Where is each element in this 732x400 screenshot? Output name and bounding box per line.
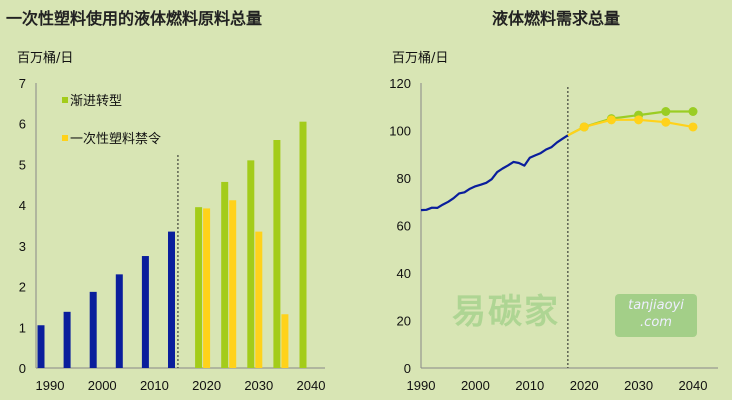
marker-gradual-transition-2035 [661,107,671,116]
marker-plastic-ban-2025 [606,115,616,125]
left-y-tick-label: 1 [19,320,26,335]
right-y-tick-label: 20 [397,314,411,329]
right-y-unit: 百万桶/日 [392,51,449,66]
right-y-tick-label: 80 [397,171,411,186]
left-y-tick-label: 7 [19,76,26,91]
left-y-tick-label: 3 [19,239,26,254]
watermark-site: tanjiaoyi .com [615,294,697,337]
legend-label-plastic-ban: 一次性塑料禁令 [70,131,161,146]
right-x-tick-label: 2000 [461,378,490,393]
bar-history-1995 [63,311,71,368]
bar-history-2010 [141,256,149,368]
marker-plastic-ban-2040 [688,122,698,132]
bar-plastic-ban-2030 [255,231,263,368]
left-x-tick-label: 2040 [297,378,326,393]
left-y-tick-label: 6 [19,117,26,132]
watermark-site-name: tanjiaoyi [628,298,684,313]
watermark-logo: 易碳家 [452,292,560,332]
right-y-tick-label: 100 [389,124,411,139]
right-x-tick-label: 2020 [570,378,599,393]
left-x-tick-label: 2020 [192,378,221,393]
right-y-tick-label: 60 [397,219,411,234]
left-y-tick-label: 0 [19,361,26,376]
left-y-tick-label: 5 [19,157,26,172]
left-x-tick-label: 1990 [36,378,65,393]
legend-swatch-gradual-transition [62,97,68,103]
right-y-tick-label: 40 [397,266,411,281]
right-x-tick-label: 2040 [679,378,708,393]
line-history [420,134,569,212]
watermark-site-domain: .com [640,315,672,330]
left-x-tick-label: 2010 [140,378,169,393]
bar-history-1990 [37,325,45,368]
left-x-tick-label: 2000 [88,378,117,393]
bar-history-2005 [115,274,123,368]
marker-plastic-ban-2035 [661,117,671,127]
bar-gradual-transition-2040 [299,121,307,368]
right-y-tick-label: 120 [389,76,411,91]
bar-gradual-transition-2025 [221,181,229,368]
legend-label-gradual-transition: 渐进转型 [70,93,122,108]
marker-gradual-transition-2040 [688,107,698,116]
marker-plastic-ban-2030 [634,115,644,125]
right-x-tick-label: 2010 [515,378,544,393]
bar-history-2000 [89,291,97,368]
right-x-tick-label: 1990 [407,378,436,393]
bar-gradual-transition-2035 [273,140,281,368]
right-x-tick-label: 2030 [624,378,653,393]
bar-plastic-ban-2035 [281,314,289,368]
bar-gradual-transition-2030 [247,160,255,368]
bar-history-2015 [168,231,175,368]
bar-plastic-ban-2020 [203,208,211,368]
marker-plastic-ban-2020 [579,122,589,132]
legend-swatch-plastic-ban [62,135,68,141]
left-y-tick-label: 2 [19,280,26,295]
left-y-unit: 百万桶/日 [17,51,74,66]
bar-gradual-transition-2020 [195,207,203,368]
left-x-tick-label: 2030 [244,378,273,393]
left-y-tick-label: 4 [19,198,26,213]
left-chart-title: 一次性塑料使用的液体燃料原料总量 [6,9,263,28]
bar-plastic-ban-2025 [229,200,237,368]
right-chart-title: 液体燃料需求总量 [492,9,621,28]
right-y-tick-label: 0 [404,361,411,376]
